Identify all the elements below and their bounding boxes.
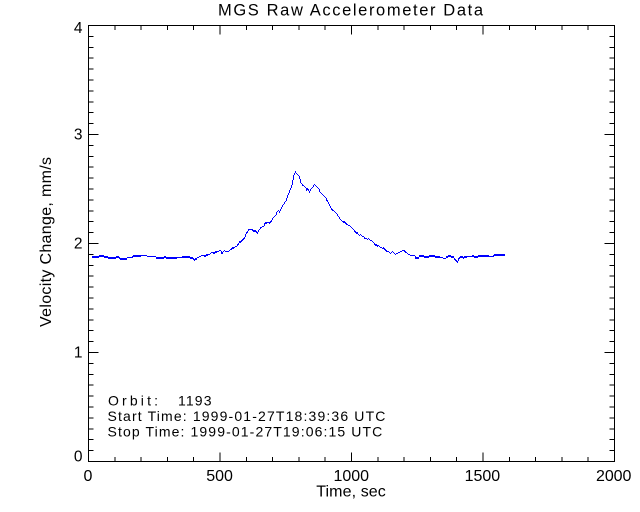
svg-text:1000: 1000: [334, 468, 370, 485]
svg-text:Time, sec: Time, sec: [316, 484, 386, 501]
svg-text:0: 0: [84, 468, 93, 485]
svg-text:2: 2: [74, 235, 83, 252]
svg-text:1500: 1500: [465, 468, 501, 485]
svg-text:Start Time: 1999-01-27T18:39:3: Start Time: 1999-01-27T18:39:36 UTC: [108, 408, 386, 424]
svg-text:1193: 1193: [178, 393, 212, 409]
svg-text:1: 1: [74, 344, 83, 361]
svg-text:Velocity Change, mm/s: Velocity Change, mm/s: [38, 157, 55, 327]
svg-text:0: 0: [74, 449, 83, 466]
svg-text:2000: 2000: [596, 468, 632, 485]
svg-text:Orbit:: Orbit:: [108, 393, 158, 409]
svg-text:3: 3: [74, 126, 83, 143]
svg-text:MGS Raw Accelerometer Data: MGS Raw Accelerometer Data: [218, 2, 484, 20]
svg-text:500: 500: [206, 468, 233, 485]
svg-text:4: 4: [74, 20, 83, 37]
svg-text:Stop Time: 1999-01-27T19:06:15: Stop Time: 1999-01-27T19:06:15 UTC: [108, 423, 383, 439]
